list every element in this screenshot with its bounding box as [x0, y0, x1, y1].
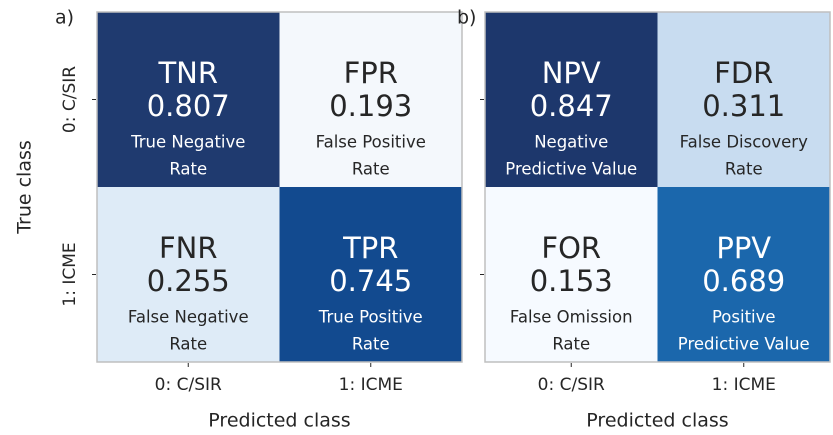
cell-abbreviation: FDR: [714, 56, 773, 90]
x-tick-label: 0: C/SIR: [538, 375, 605, 395]
cell-value: 0.255: [147, 264, 230, 298]
x-axis-label: Predicted class: [586, 410, 728, 432]
cell-abbreviation: PPV: [716, 231, 771, 265]
cell-value: 0.193: [329, 89, 412, 123]
cell-description: False Discovery: [680, 133, 808, 152]
x-tick-label: 1: ICME: [339, 375, 403, 395]
cell-value: 0.847: [530, 89, 613, 123]
cell-value: 0.689: [702, 264, 785, 298]
x-tick-label: 1: ICME: [712, 375, 776, 395]
y-axis-label: True class: [14, 140, 36, 235]
cell-value: 0.153: [530, 264, 613, 298]
x-tick-label: 0: C/SIR: [155, 375, 222, 395]
panel-frame: [484, 11, 831, 363]
cell-abbreviation: NPV: [542, 56, 601, 90]
cell-description: True Negative: [130, 133, 245, 152]
heatmap-cell: [657, 187, 830, 362]
cell-description: Rate: [552, 335, 590, 354]
cell-value: 0.807: [147, 89, 230, 123]
cell-description: False Omission: [510, 308, 633, 327]
panel-frame: [96, 11, 463, 363]
cell-abbreviation: TNR: [157, 56, 218, 90]
cell-abbreviation: FPR: [344, 56, 398, 90]
panel-label: a): [55, 7, 74, 29]
x-axis-label: Predicted class: [208, 410, 350, 432]
heatmap-cell: [485, 12, 658, 187]
cell-abbreviation: FNR: [159, 231, 218, 265]
cell-description: Negative: [534, 133, 608, 152]
cell-description: Predictive Value: [678, 335, 810, 354]
panel-label: b): [457, 7, 476, 29]
heatmap-cell: [97, 187, 280, 362]
heatmap-cell: [97, 12, 280, 187]
cell-value: 0.745: [329, 264, 412, 298]
heatmap-cell: [279, 12, 462, 187]
heatmap-cell: [279, 187, 462, 362]
cell-description: Rate: [169, 160, 207, 179]
cell-description: False Positive: [316, 133, 426, 152]
cell-description: Rate: [352, 160, 390, 179]
cell-value: 0.311: [702, 89, 785, 123]
cell-description: Predictive Value: [505, 160, 637, 179]
y-tick-label: 0: C/SIR: [60, 66, 80, 133]
cell-description: Rate: [352, 335, 390, 354]
cell-description: True Positive: [318, 308, 423, 327]
cell-description: Rate: [169, 335, 207, 354]
cell-description: False Negative: [128, 308, 249, 327]
cell-abbreviation: TPR: [342, 231, 398, 265]
cell-description: Rate: [725, 160, 763, 179]
heatmap-cell: [657, 12, 830, 187]
cell-description: Positive: [712, 308, 776, 327]
cell-abbreviation: FOR: [541, 231, 601, 265]
y-tick-label: 1: ICME: [60, 242, 80, 306]
heatmap-cell: [485, 187, 658, 362]
